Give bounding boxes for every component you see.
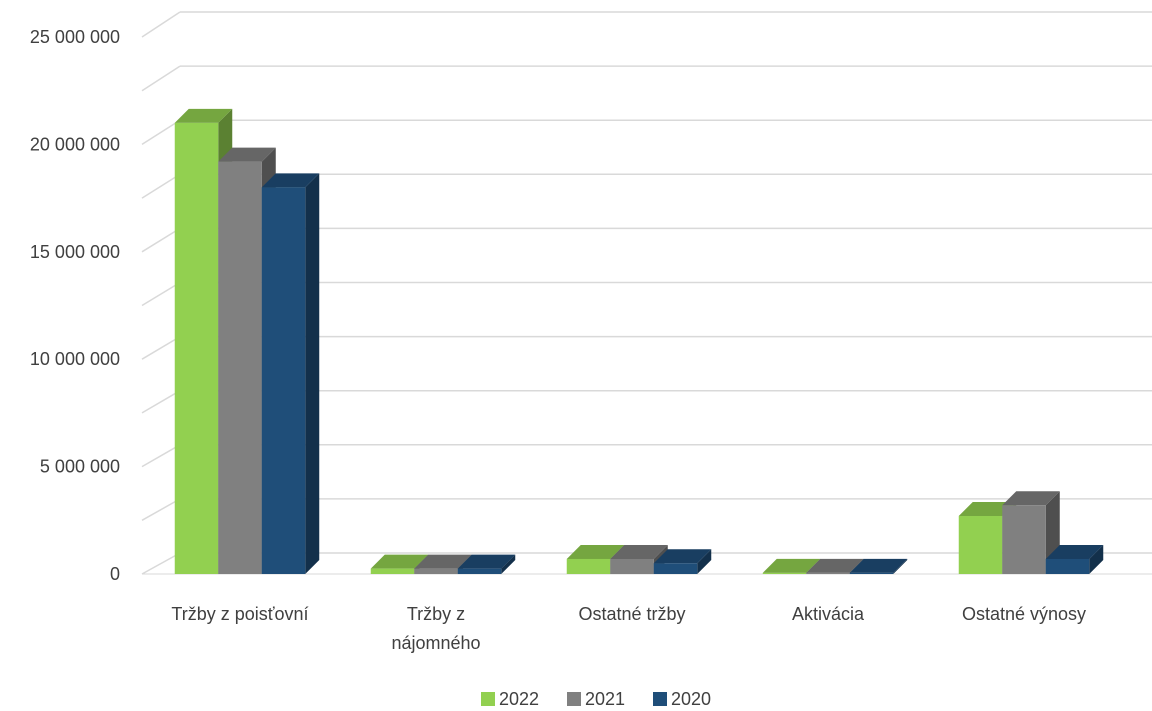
- gridline-side: [141, 281, 181, 307]
- bar: [1045, 544, 1104, 574]
- bars: [174, 108, 1104, 575]
- bar: [1002, 491, 1060, 574]
- gridline-side: [141, 335, 181, 360]
- legend-label: 2022: [499, 689, 539, 709]
- gridline-side: [141, 119, 181, 146]
- y-tick-label: 20 000 000: [30, 134, 120, 154]
- y-tick-label: 10 000 000: [30, 349, 120, 369]
- x-axis-category-labels: Tržby z poisťovní Tržby z nájomného Ostatné…: [171, 604, 1086, 653]
- y-tick-label: 5 000 000: [40, 457, 120, 477]
- legend-label: 2020: [671, 689, 711, 709]
- bar: [261, 173, 320, 575]
- bar: [653, 549, 712, 574]
- x-category-label: Tržby z poisťovní: [171, 604, 308, 624]
- bar: [610, 544, 668, 574]
- legend-swatch: [567, 692, 581, 706]
- legend-label: 2021: [585, 689, 625, 709]
- y-tick-label: 0: [110, 564, 120, 584]
- x-category-label: nájomného: [391, 633, 480, 653]
- gridline-side: [141, 498, 181, 521]
- x-category-label: Tržby z: [407, 604, 465, 624]
- y-axis-tick-labels: 0 5 000 000 10 000 000 15 000 000 20 000 000…: [30, 27, 120, 584]
- y-tick-label: 15 000 000: [30, 242, 120, 262]
- bar: [849, 558, 908, 574]
- legend-swatch: [653, 692, 667, 706]
- gridline-side: [141, 11, 181, 38]
- y-tick-label: 25 000 000: [30, 27, 120, 47]
- gridline-side: [141, 65, 181, 92]
- legend: 2022 2021 2020: [481, 689, 711, 709]
- gridline-side: [141, 173, 181, 199]
- gridline-side: [141, 552, 181, 575]
- x-category-label: Aktivácia: [792, 604, 865, 624]
- bar: [457, 554, 516, 574]
- gridline-side: [141, 390, 181, 414]
- legend-swatch: [481, 692, 495, 706]
- x-category-label: Ostatné výnosy: [962, 604, 1086, 624]
- x-category-label: Ostatné tržby: [578, 604, 685, 624]
- gridline-side: [141, 227, 181, 253]
- gridline-side: [141, 444, 181, 468]
